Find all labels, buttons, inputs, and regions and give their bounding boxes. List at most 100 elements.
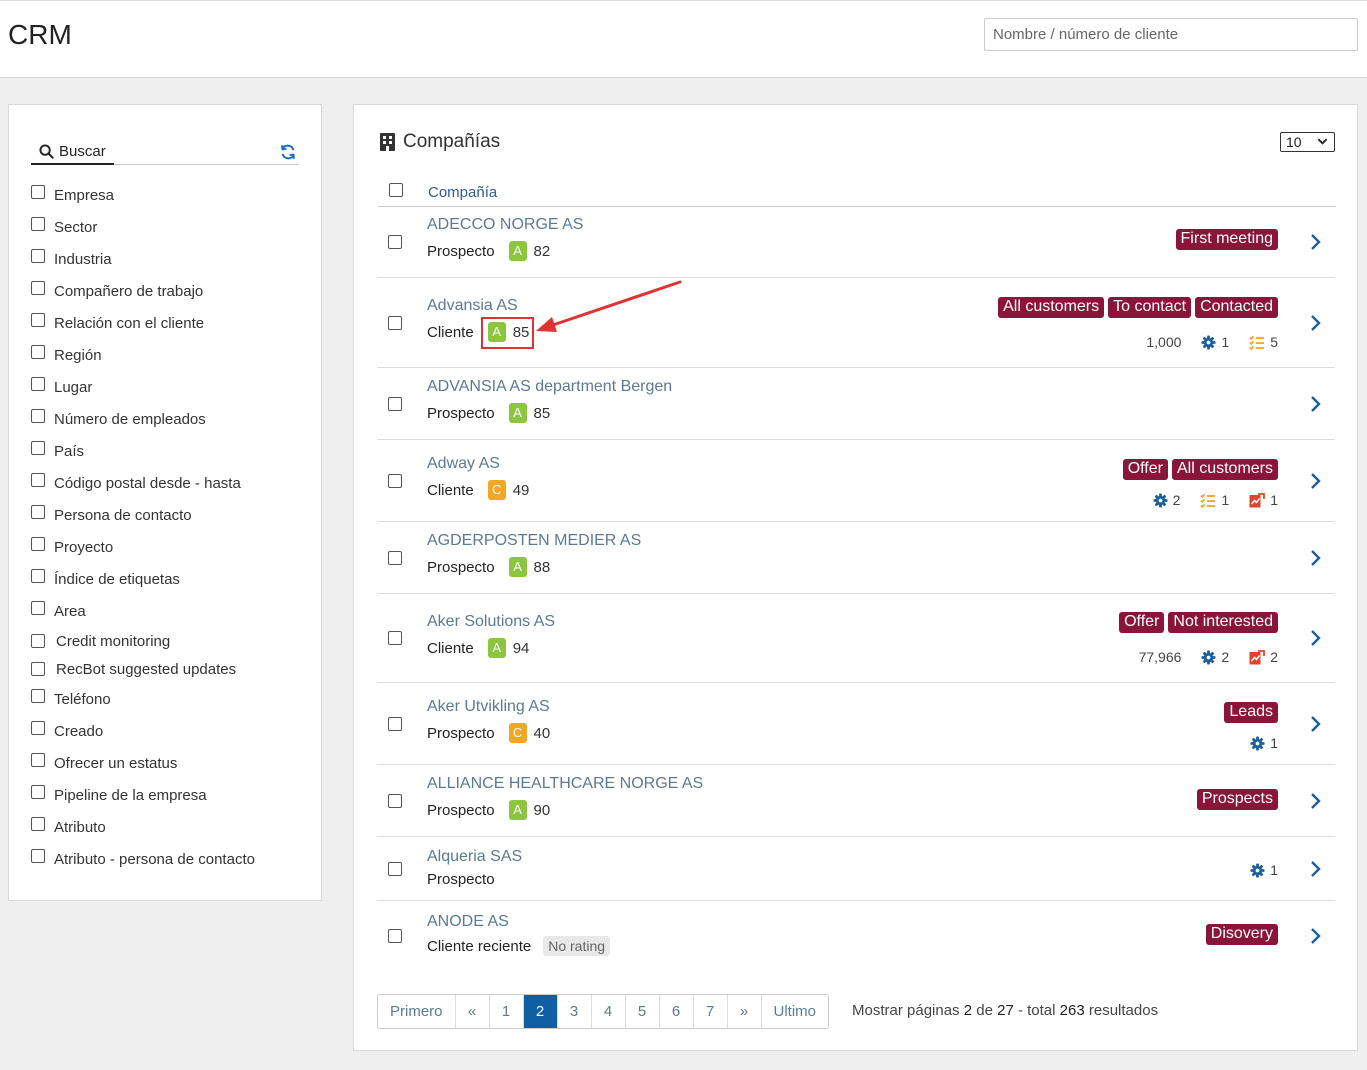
- company-name-link[interactable]: ADECCO NORGE AS: [427, 216, 584, 233]
- company-name-link[interactable]: AGDERPOSTEN MEDIER AS: [427, 532, 642, 549]
- row-checkbox[interactable]: [388, 315, 402, 330]
- task-stat[interactable]: 5: [1249, 334, 1278, 350]
- filter-checkbox[interactable]: [31, 817, 45, 831]
- filter-checkbox[interactable]: [31, 849, 45, 863]
- table-row[interactable]: AGDERPOSTEN MEDIER AS Prospecto A 88: [377, 522, 1335, 594]
- filter-item[interactable]: Atributo - persona de contacto: [31, 843, 255, 875]
- row-checkbox[interactable]: [388, 473, 402, 488]
- row-checkbox[interactable]: [388, 396, 402, 411]
- filter-checkbox[interactable]: [31, 537, 45, 551]
- chevron-right-icon[interactable]: [1309, 395, 1321, 413]
- chevron-right-icon[interactable]: [1309, 472, 1321, 490]
- company-name-link[interactable]: Adway AS: [427, 455, 500, 472]
- filter-checkbox[interactable]: [31, 785, 45, 799]
- tag-badge[interactable]: Not interested: [1168, 612, 1278, 633]
- filter-item[interactable]: Industria: [31, 243, 255, 275]
- filter-item[interactable]: Credit monitoring: [31, 627, 255, 655]
- sales-stat[interactable]: 1: [1249, 492, 1278, 508]
- row-checkbox[interactable]: [388, 929, 402, 943]
- filter-item[interactable]: Región: [31, 339, 255, 371]
- page-next-button[interactable]: »: [727, 995, 762, 1028]
- row-checkbox[interactable]: [388, 234, 402, 249]
- chevron-right-icon[interactable]: [1309, 314, 1321, 332]
- row-checkbox[interactable]: [388, 716, 402, 731]
- filter-checkbox[interactable]: [31, 721, 45, 735]
- row-checkbox[interactable]: [388, 550, 402, 565]
- filter-item[interactable]: Sector: [31, 211, 255, 243]
- page-first-button[interactable]: Primero: [378, 995, 456, 1028]
- table-row[interactable]: Aker Solutions AS Cliente A 94 Offer Not…: [377, 594, 1335, 683]
- company-name-link[interactable]: Aker Solutions AS: [427, 613, 556, 630]
- tag-badge[interactable]: To contact: [1108, 297, 1192, 318]
- table-row[interactable]: Adway AS Cliente C 49 Offer All customer…: [377, 440, 1335, 522]
- activity-stat[interactable]: 2: [1153, 492, 1180, 508]
- company-name-link[interactable]: ANODE AS: [427, 913, 509, 930]
- filter-checkbox[interactable]: [31, 662, 45, 676]
- page-button[interactable]: 3: [557, 995, 592, 1028]
- company-name-link[interactable]: Advansia AS: [427, 297, 518, 314]
- filter-checkbox[interactable]: [31, 473, 45, 487]
- table-row[interactable]: ALLIANCE HEALTHCARE NORGE AS Prospecto A…: [377, 765, 1335, 837]
- activity-stat[interactable]: 1: [1250, 862, 1278, 878]
- filter-checkbox[interactable]: [31, 185, 45, 199]
- page-button-active[interactable]: 2: [523, 995, 558, 1028]
- company-name-link[interactable]: Aker Utvikling AS: [427, 698, 550, 715]
- chevron-right-icon[interactable]: [1309, 792, 1321, 810]
- filter-checkbox[interactable]: [31, 281, 45, 295]
- filter-checkbox[interactable]: [31, 505, 45, 519]
- row-checkbox[interactable]: [388, 793, 402, 808]
- page-button[interactable]: 5: [625, 995, 660, 1028]
- per-page-select[interactable]: 10: [1280, 132, 1335, 152]
- tag-badge[interactable]: All customers: [1171, 459, 1278, 480]
- tag-badge[interactable]: Leads: [1224, 702, 1278, 723]
- page-button[interactable]: 4: [591, 995, 626, 1028]
- company-name-link[interactable]: ADVANSIA AS department Bergen: [427, 378, 673, 395]
- filter-item[interactable]: Persona de contacto: [31, 499, 255, 531]
- filter-item[interactable]: Atributo: [31, 811, 255, 843]
- company-name-link[interactable]: Alqueria SAS: [427, 848, 523, 865]
- column-header-company[interactable]: Compañía: [428, 184, 498, 201]
- table-row[interactable]: ADVANSIA AS department Bergen Prospecto …: [377, 368, 1335, 440]
- filter-checkbox[interactable]: [31, 753, 45, 767]
- activity-stat[interactable]: 2: [1201, 649, 1229, 665]
- filter-checkbox[interactable]: [31, 377, 45, 391]
- table-row[interactable]: ADECCO NORGE AS Prospecto A 82 First mee…: [377, 206, 1335, 278]
- company-name-link[interactable]: ALLIANCE HEALTHCARE NORGE AS: [427, 775, 704, 792]
- filter-item[interactable]: País: [31, 435, 255, 467]
- page-prev-button[interactable]: «: [455, 995, 490, 1028]
- filter-item[interactable]: Teléfono: [31, 683, 255, 715]
- filter-checkbox[interactable]: [31, 409, 45, 423]
- filter-checkbox[interactable]: [31, 313, 45, 327]
- sales-stat[interactable]: 2: [1249, 649, 1278, 665]
- filter-checkbox[interactable]: [31, 569, 45, 583]
- filter-checkbox[interactable]: [31, 249, 45, 263]
- table-row[interactable]: Alqueria SAS Prospecto 1: [377, 837, 1335, 901]
- chevron-right-icon[interactable]: [1309, 549, 1321, 567]
- filter-checkbox[interactable]: [31, 217, 45, 231]
- customer-search-input[interactable]: [984, 18, 1358, 51]
- tag-badge[interactable]: Offer: [1119, 612, 1165, 633]
- filter-item[interactable]: Código postal desde - hasta: [31, 467, 255, 499]
- activity-stat[interactable]: 1: [1201, 334, 1229, 350]
- filter-item[interactable]: Pipeline de la empresa: [31, 779, 255, 811]
- filter-checkbox[interactable]: [31, 634, 45, 648]
- filter-checkbox[interactable]: [31, 345, 45, 359]
- select-all-checkbox[interactable]: [389, 183, 403, 197]
- activity-stat[interactable]: 1: [1250, 735, 1278, 751]
- tag-badge[interactable]: All customers: [998, 297, 1105, 318]
- filter-item[interactable]: Compañero de trabajo: [31, 275, 255, 307]
- filter-item[interactable]: Índice de etiquetas: [31, 563, 255, 595]
- page-last-button[interactable]: Ultimo: [761, 995, 829, 1028]
- filter-item[interactable]: Ofrecer un estatus: [31, 747, 255, 779]
- refresh-icon[interactable]: [279, 143, 297, 161]
- tag-badge[interactable]: Disovery: [1205, 924, 1278, 945]
- page-button[interactable]: 6: [659, 995, 694, 1028]
- search-tab[interactable]: Buscar: [31, 139, 114, 165]
- chevron-right-icon[interactable]: [1309, 715, 1321, 733]
- filter-checkbox[interactable]: [31, 441, 45, 455]
- page-button[interactable]: 1: [489, 995, 524, 1028]
- filter-item[interactable]: Relación con el cliente: [31, 307, 255, 339]
- filter-item[interactable]: Número de empleados: [31, 403, 255, 435]
- row-checkbox[interactable]: [388, 631, 402, 645]
- chevron-right-icon[interactable]: [1309, 927, 1321, 945]
